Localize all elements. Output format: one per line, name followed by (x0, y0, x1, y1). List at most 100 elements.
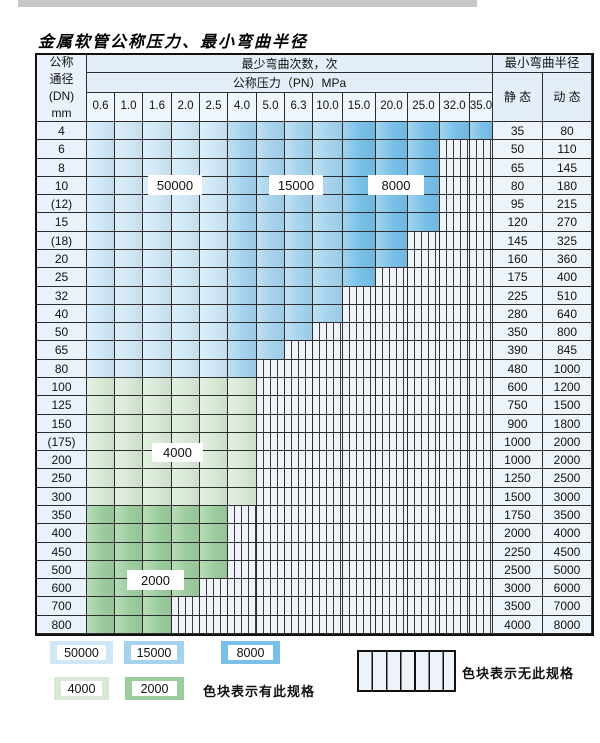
legend-chip-label: 4000 (61, 681, 102, 696)
spec-cell-available (172, 396, 200, 415)
pn-column-header: 5.0 (257, 93, 285, 122)
spec-cell-available (115, 360, 143, 378)
spec-cell-unavailable (440, 561, 470, 579)
spec-cell-unavailable (376, 597, 408, 616)
spec-cell-unavailable (313, 378, 343, 396)
spec-cell-unavailable (376, 396, 408, 415)
spec-cell-unavailable (257, 524, 285, 543)
spec-cell-unavailable (285, 415, 313, 433)
spec-cell-unavailable (470, 323, 493, 341)
spec-cell-unavailable (470, 451, 493, 469)
legend-chip-15000: 15000 (124, 641, 184, 664)
spec-cell-available (115, 451, 143, 469)
spec-cell-available (228, 488, 257, 506)
spec-cell-unavailable (408, 323, 440, 341)
spec-cell-available (228, 378, 257, 396)
spec-cell-available (115, 433, 143, 451)
spec-cell-unavailable (343, 323, 376, 341)
spec-cell-unavailable (376, 323, 408, 341)
spec-cell-available (257, 323, 285, 341)
spec-cell-available (257, 122, 285, 140)
spec-cell-unavailable (376, 561, 408, 579)
spec-cell-available (228, 341, 257, 360)
spec-cell-available (343, 122, 376, 140)
spec-cell-available (115, 341, 143, 360)
static-radius-cell: 80 (493, 177, 543, 195)
spec-cell-unavailable (376, 524, 408, 543)
static-radius-cell: 350 (493, 323, 543, 341)
spec-cell-available (172, 341, 200, 360)
spec-cell-unavailable (440, 579, 470, 597)
spec-cell-available (87, 232, 115, 250)
spec-cell-available (172, 323, 200, 341)
spec-cell-available (313, 232, 343, 250)
spec-cell-unavailable (313, 341, 343, 360)
dynamic-header-cell: 动 态 (543, 73, 592, 122)
dynamic-radius-cell: 360 (543, 250, 592, 268)
spec-cell-unavailable (440, 524, 470, 543)
spec-cell-available (313, 140, 343, 159)
spec-cell-available (115, 177, 143, 195)
spec-cell-available (115, 597, 143, 616)
spec-cell-available (200, 159, 228, 177)
spec-cell-unavailable (257, 616, 285, 634)
spec-cell-available (143, 287, 172, 305)
spec-cell-available (87, 341, 115, 360)
spec-cell-unavailable (257, 396, 285, 415)
spec-cell-available (376, 195, 408, 213)
spec-cell-available (87, 524, 115, 543)
spec-cell-available (200, 378, 228, 396)
spec-cell-unavailable (440, 451, 470, 469)
spec-cell-available (228, 415, 257, 433)
dynamic-radius-cell: 215 (543, 195, 592, 213)
spec-cell-unavailable (257, 597, 285, 616)
spec-cell-available (87, 561, 115, 579)
dn-value-cell: 100 (37, 378, 87, 396)
spec-cell-available (285, 195, 313, 213)
dn-header-line: 通径 (49, 72, 74, 86)
spec-cell-available (172, 250, 200, 268)
dynamic-radius-cell: 4000 (543, 524, 592, 543)
legend-no-spec-swatch (357, 650, 456, 692)
spec-cell-available (228, 159, 257, 177)
spec-cell-available (115, 323, 143, 341)
dynamic-radius-cell: 325 (543, 232, 592, 250)
spec-cell-unavailable (408, 360, 440, 378)
dynamic-radius-cell: 180 (543, 177, 592, 195)
static-radius-cell: 280 (493, 305, 543, 323)
spec-cell-available (87, 378, 115, 396)
spec-cell-unavailable (376, 433, 408, 451)
spec-cell-available (115, 232, 143, 250)
spec-cell-unavailable (408, 543, 440, 561)
spec-cell-unavailable (440, 177, 470, 195)
spec-cell-unavailable (376, 287, 408, 305)
spec-cell-available (115, 415, 143, 433)
dn-header-line: 公称 (49, 55, 74, 69)
spec-cell-available (228, 140, 257, 159)
spec-cell-available (257, 305, 285, 323)
spec-cell-available (228, 268, 257, 287)
spec-cell-available (228, 287, 257, 305)
spec-cell-available (87, 195, 115, 213)
dynamic-radius-cell: 1500 (543, 396, 592, 415)
legend-chip-2000: 2000 (125, 677, 184, 700)
dn-value-cell: 500 (37, 561, 87, 579)
spec-cell-unavailable (343, 341, 376, 360)
spec-cell-unavailable (376, 360, 408, 378)
spec-cell-unavailable (440, 232, 470, 250)
spec-cell-unavailable (470, 268, 493, 287)
spec-cell-unavailable (470, 543, 493, 561)
spec-cell-unavailable (257, 561, 285, 579)
spec-cell-unavailable (285, 433, 313, 451)
spec-cell-unavailable (470, 415, 493, 433)
spec-cell-available (228, 433, 257, 451)
spec-cell-unavailable (440, 543, 470, 561)
spec-cell-available (87, 122, 115, 140)
spec-cell-available (115, 488, 143, 506)
spec-cell-unavailable (285, 524, 313, 543)
spec-cell-available (87, 287, 115, 305)
spec-cell-available (172, 140, 200, 159)
static-radius-cell: 35 (493, 122, 543, 140)
spec-cell-available (228, 250, 257, 268)
